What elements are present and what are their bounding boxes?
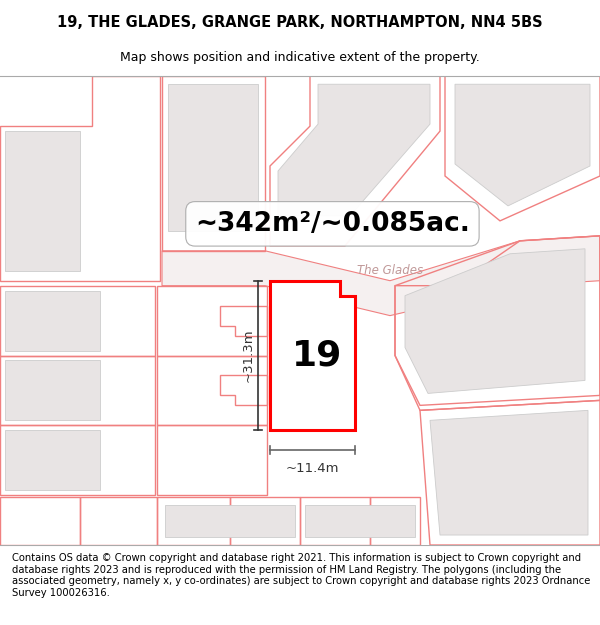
Polygon shape (5, 430, 100, 490)
Text: 19, THE GLADES, GRANGE PARK, NORTHAMPTON, NN4 5BS: 19, THE GLADES, GRANGE PARK, NORTHAMPTON… (57, 16, 543, 31)
Polygon shape (165, 505, 295, 537)
Polygon shape (305, 505, 415, 537)
Polygon shape (270, 281, 355, 430)
Polygon shape (430, 411, 588, 535)
Polygon shape (405, 249, 585, 393)
Polygon shape (168, 84, 258, 231)
Text: ~31.3m: ~31.3m (241, 329, 254, 382)
Text: Contains OS data © Crown copyright and database right 2021. This information is : Contains OS data © Crown copyright and d… (12, 553, 590, 598)
Polygon shape (455, 84, 590, 206)
Polygon shape (278, 84, 430, 216)
Text: 19: 19 (292, 339, 343, 372)
Text: The Glades: The Glades (357, 264, 423, 278)
Polygon shape (5, 291, 100, 351)
Text: Map shows position and indicative extent of the property.: Map shows position and indicative extent… (120, 51, 480, 64)
Polygon shape (5, 131, 80, 271)
Text: ~11.4m: ~11.4m (286, 462, 339, 475)
Polygon shape (5, 361, 100, 421)
Text: ~342m²/~0.085ac.: ~342m²/~0.085ac. (195, 211, 470, 237)
Polygon shape (162, 236, 600, 316)
